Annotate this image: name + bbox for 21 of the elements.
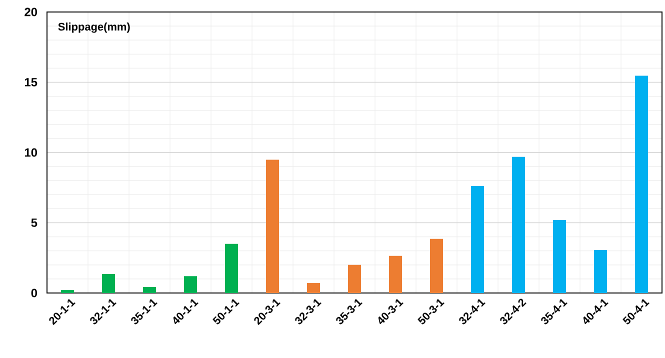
bar [225, 244, 238, 293]
bar [348, 264, 362, 293]
bar [184, 276, 198, 293]
text: Slippage(mm) [58, 22, 130, 33]
bar [389, 256, 402, 293]
bar [307, 283, 320, 293]
bar [471, 186, 484, 293]
bar [102, 274, 115, 293]
bar [635, 76, 648, 293]
bar [512, 156, 526, 293]
y-tick-label: 5 [31, 218, 38, 227]
y-tick-label: 20 [24, 8, 38, 16]
y-tick-label: 15 [24, 78, 38, 86]
bar [430, 238, 444, 293]
bar [266, 160, 280, 293]
y-tick-label: 10 [24, 148, 38, 157]
bar [553, 220, 566, 293]
bar [594, 250, 608, 293]
bar [143, 286, 156, 293]
bar [61, 290, 74, 293]
y-tick-label: 0 [31, 288, 38, 298]
